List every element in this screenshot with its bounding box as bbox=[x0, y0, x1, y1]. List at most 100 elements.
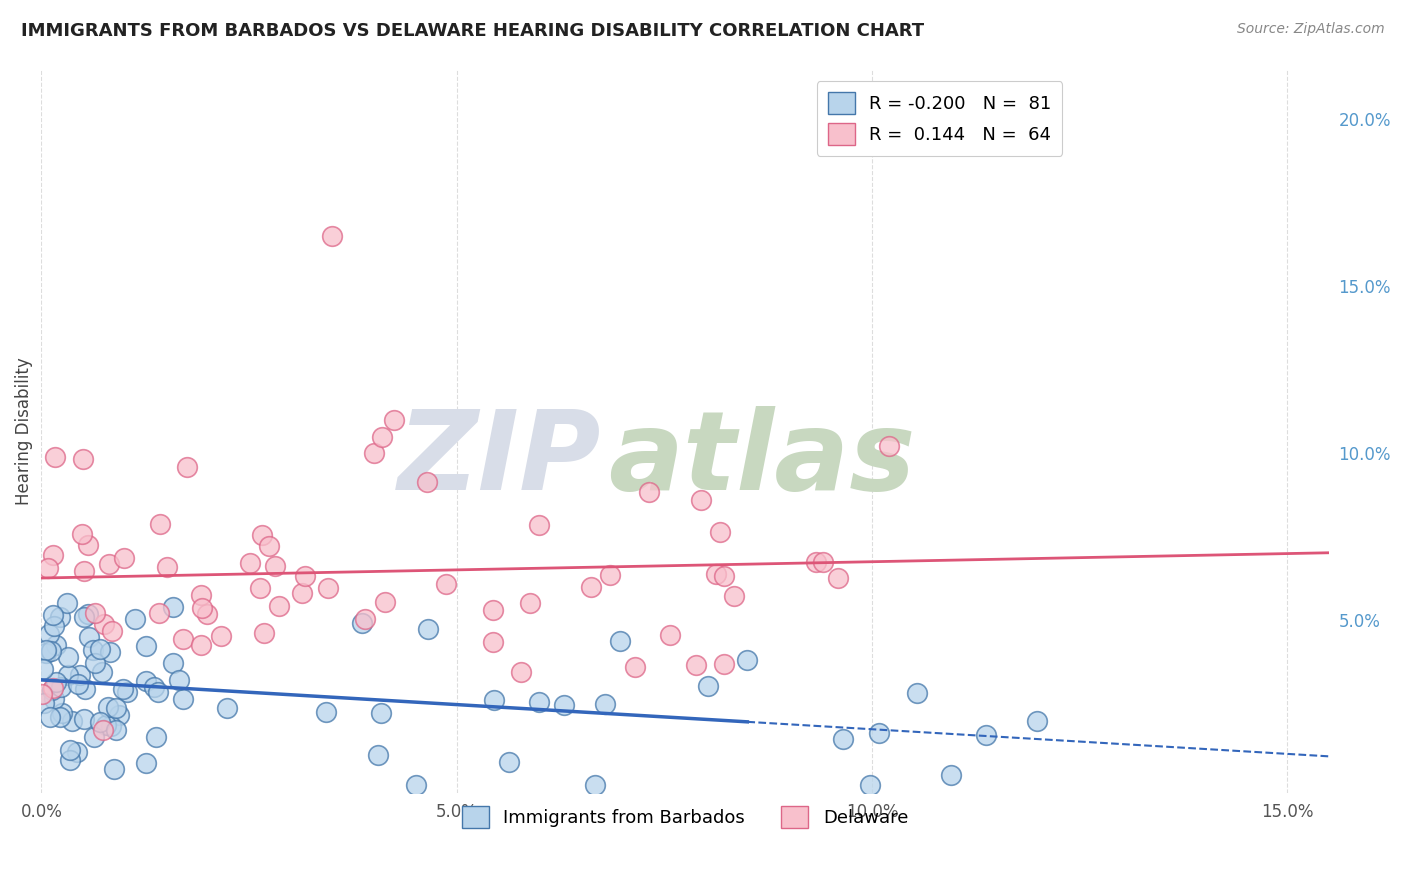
Point bbox=[294, 568, 316, 582]
Point bbox=[148, 606, 170, 620]
Point bbox=[690, 492, 713, 507]
Point bbox=[239, 556, 262, 570]
Point bbox=[135, 673, 157, 688]
Point bbox=[45, 674, 67, 689]
Point bbox=[155, 560, 177, 574]
Point bbox=[510, 665, 533, 680]
Point bbox=[73, 564, 96, 578]
Point bbox=[41, 608, 63, 623]
Point bbox=[124, 612, 146, 626]
Point bbox=[96, 718, 118, 732]
Point bbox=[416, 475, 439, 489]
Point bbox=[45, 638, 67, 652]
Point bbox=[579, 581, 602, 595]
Point bbox=[37, 561, 59, 575]
Point bbox=[190, 588, 212, 602]
Point bbox=[482, 692, 505, 706]
Point bbox=[723, 589, 745, 603]
Point bbox=[135, 639, 157, 653]
Point bbox=[73, 609, 96, 624]
Point bbox=[162, 656, 184, 670]
Text: IMMIGRANTS FROM BARBADOS VS DELAWARE HEARING DISABILITY CORRELATION CHART: IMMIGRANTS FROM BARBADOS VS DELAWARE HEA… bbox=[21, 22, 924, 40]
Point bbox=[89, 715, 111, 730]
Point bbox=[685, 658, 707, 673]
Point bbox=[859, 778, 882, 792]
Point bbox=[498, 755, 520, 769]
Point bbox=[527, 695, 550, 709]
Point bbox=[706, 566, 728, 581]
Point bbox=[103, 762, 125, 776]
Point bbox=[827, 571, 849, 585]
Point bbox=[48, 610, 70, 624]
Point bbox=[367, 748, 389, 763]
Point bbox=[56, 596, 79, 610]
Point bbox=[374, 595, 396, 609]
Point bbox=[56, 650, 79, 665]
Point bbox=[38, 710, 60, 724]
Point bbox=[363, 445, 385, 459]
Point bbox=[115, 685, 138, 699]
Point bbox=[91, 665, 114, 679]
Point bbox=[112, 551, 135, 566]
Point bbox=[51, 706, 73, 720]
Point bbox=[65, 745, 87, 759]
Point bbox=[41, 548, 63, 562]
Point bbox=[291, 586, 314, 600]
Point bbox=[82, 642, 104, 657]
Point bbox=[583, 778, 606, 792]
Point bbox=[1025, 714, 1047, 729]
Point bbox=[49, 680, 72, 694]
Point bbox=[41, 644, 63, 658]
Point bbox=[318, 581, 340, 595]
Point bbox=[76, 607, 98, 621]
Point bbox=[658, 628, 681, 642]
Point bbox=[811, 555, 834, 569]
Point bbox=[259, 540, 281, 554]
Point bbox=[709, 524, 731, 539]
Point bbox=[77, 538, 100, 552]
Point bbox=[370, 706, 392, 720]
Point bbox=[101, 624, 124, 639]
Point bbox=[100, 718, 122, 732]
Point bbox=[31, 662, 53, 676]
Point bbox=[832, 731, 855, 746]
Point bbox=[382, 413, 405, 427]
Point bbox=[84, 656, 107, 670]
Point bbox=[713, 569, 735, 583]
Point bbox=[877, 439, 900, 453]
Point bbox=[416, 622, 439, 636]
Point bbox=[249, 581, 271, 595]
Point bbox=[623, 660, 645, 674]
Point bbox=[42, 681, 65, 695]
Point bbox=[97, 700, 120, 714]
Point bbox=[354, 612, 377, 626]
Point bbox=[267, 599, 290, 613]
Point bbox=[79, 630, 101, 644]
Point bbox=[405, 778, 427, 792]
Point bbox=[148, 685, 170, 699]
Point bbox=[91, 723, 114, 737]
Point bbox=[696, 680, 718, 694]
Text: Source: ZipAtlas.com: Source: ZipAtlas.com bbox=[1237, 22, 1385, 37]
Y-axis label: Hearing Disability: Hearing Disability bbox=[15, 357, 32, 505]
Point bbox=[370, 430, 392, 444]
Text: ZIP: ZIP bbox=[398, 407, 602, 514]
Legend: Immigrants from Barbados, Delaware: Immigrants from Barbados, Delaware bbox=[454, 798, 915, 835]
Point bbox=[195, 607, 218, 622]
Point bbox=[42, 691, 65, 706]
Point bbox=[593, 697, 616, 711]
Point bbox=[31, 687, 53, 701]
Point bbox=[191, 601, 214, 615]
Point bbox=[59, 743, 82, 757]
Point bbox=[350, 616, 373, 631]
Point bbox=[263, 558, 285, 573]
Point bbox=[48, 710, 70, 724]
Point bbox=[215, 701, 238, 715]
Point bbox=[321, 228, 343, 243]
Point bbox=[38, 627, 60, 641]
Point bbox=[44, 619, 66, 633]
Point bbox=[482, 603, 505, 617]
Point bbox=[35, 642, 58, 657]
Point bbox=[84, 607, 107, 621]
Point bbox=[637, 485, 659, 500]
